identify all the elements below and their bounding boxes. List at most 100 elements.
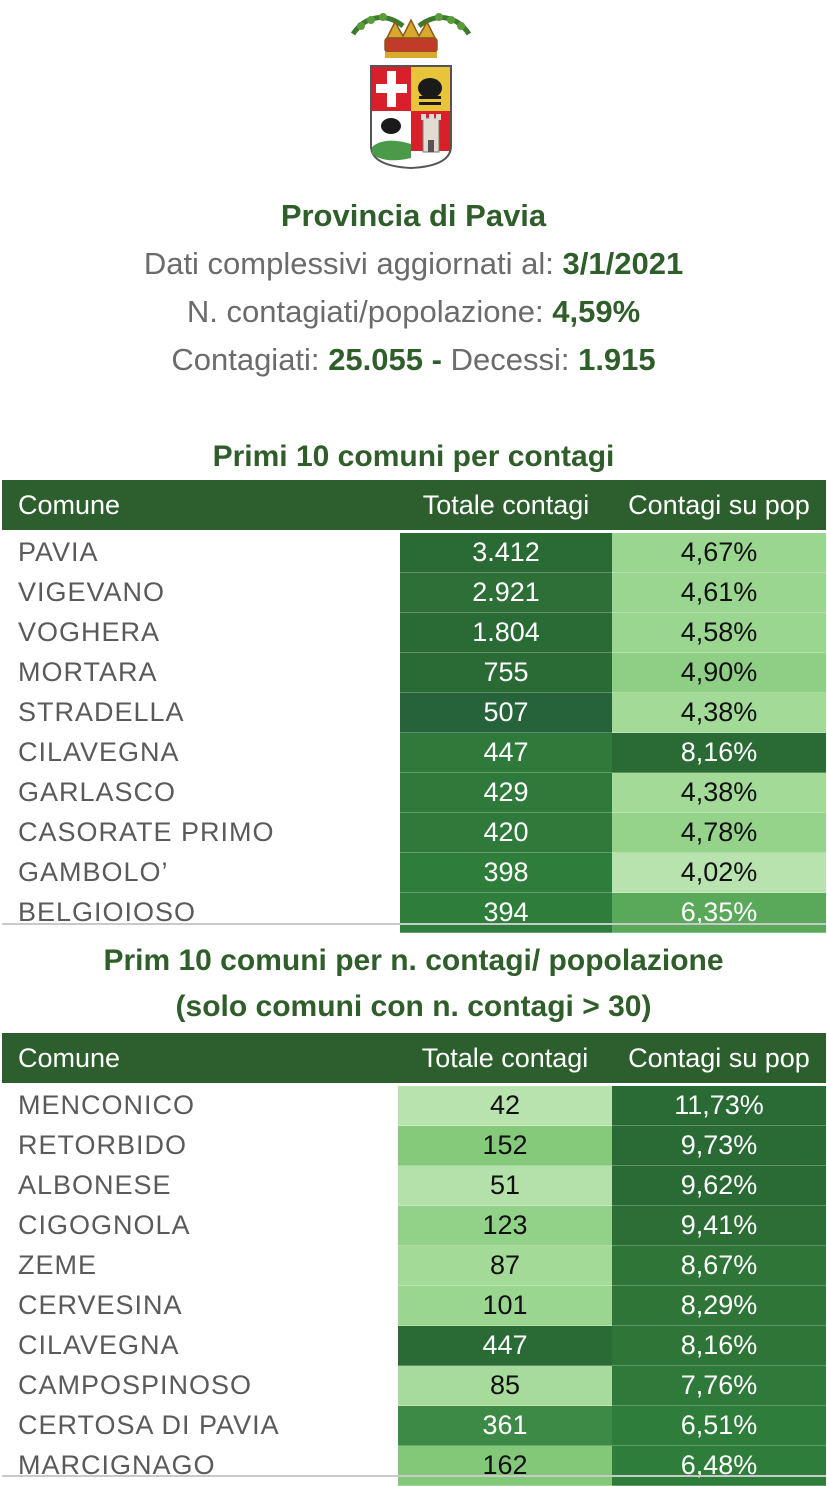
contagi-su-pop-cell: 6,48%: [612, 1445, 826, 1486]
totale-contagi-cell: 394: [400, 892, 612, 933]
totale-contagi-cell: 85: [398, 1365, 612, 1406]
column-header-comune[interactable]: Comune: [2, 1033, 398, 1083]
totale-contagi-cell: 447: [400, 732, 612, 773]
province-title: Provincia di Pavia: [280, 198, 547, 233]
contagi-su-pop-cell: 4,67%: [612, 533, 826, 573]
totale-contagi-cell: 101: [398, 1285, 612, 1326]
contagi-su-pop-cell: 8,16%: [612, 732, 826, 773]
totale-contagi-cell: 398: [400, 852, 612, 893]
comune-cell: CILAVEGNA: [2, 732, 400, 773]
shield-icon: [370, 65, 452, 170]
comune-cell: ALBONESE: [2, 1165, 398, 1206]
totale-contagi-cell: 152: [398, 1125, 612, 1166]
contagi-su-pop-cell: 9,62%: [612, 1165, 826, 1206]
totale-contagi-cell: 51: [398, 1165, 612, 1206]
column-header-contagi-su-pop[interactable]: Contagi su pop: [612, 480, 826, 530]
comune-cell: GAMBOLO’: [2, 852, 400, 893]
ratio-label: N. contagiati/popolazione:: [186, 294, 544, 329]
coat-of-arms-icon: [350, 13, 472, 170]
contagi-su-pop-cell: 4,38%: [612, 772, 826, 813]
table-row[interactable]: CERVESINA 101 8,29%: [2, 1285, 826, 1326]
comune-cell: CILAVEGNA: [2, 1325, 398, 1366]
updated-line: Dati complessivi aggiornati al: 3/1/2021: [0, 240, 827, 288]
table-row[interactable]: MARCIGNAGO 162 6,48%: [2, 1445, 826, 1486]
table-row[interactable]: PAVIA 3.412 4,67%: [2, 533, 826, 573]
top-ratio-table: Comune Totale contagi Contagi su pop MEN…: [2, 1033, 826, 1486]
totale-contagi-cell: 429: [400, 772, 612, 813]
column-header-totale-contagi[interactable]: Totale contagi: [400, 480, 612, 530]
table-row[interactable]: VOGHERA 1.804 4,58%: [2, 612, 826, 653]
totale-contagi-cell: 2.921: [400, 572, 612, 613]
table2-title-line1: Prim 10 comuni per n. contagi/ popolazio…: [103, 944, 724, 977]
table-row[interactable]: VIGEVANO 2.921 4,61%: [2, 572, 826, 613]
comune-cell: STRADELLA: [2, 692, 400, 733]
contagi-su-pop-cell: 9,73%: [612, 1125, 826, 1166]
totale-contagi-cell: 507: [400, 692, 612, 733]
table-row[interactable]: CIGOGNOLA 123 9,41%: [2, 1205, 826, 1246]
totale-contagi-cell: 3.412: [400, 533, 612, 573]
contagi-su-pop-cell: 8,16%: [612, 1325, 826, 1366]
summary-header: Provincia di Pavia Dati complessivi aggi…: [0, 192, 827, 384]
totale-contagi-cell: 87: [398, 1245, 612, 1286]
table-row[interactable]: CILAVEGNA 447 8,16%: [2, 1325, 826, 1366]
table1-divider: [2, 923, 826, 925]
table-row[interactable]: BELGIOIOSO 394 6,35%: [2, 892, 826, 933]
table2-title-line2: (solo comuni con n. contagi > 30): [175, 990, 652, 1023]
contagi-su-pop-cell: 4,90%: [612, 652, 826, 693]
top-infections-table: Comune Totale contagi Contagi su pop PAV…: [2, 480, 826, 933]
table-row[interactable]: STRADELLA 507 4,38%: [2, 692, 826, 733]
contagi-su-pop-cell: 4,38%: [612, 692, 826, 733]
comune-cell: CASORATE PRIMO: [2, 812, 400, 853]
contagi-su-pop-cell: 11,73%: [612, 1086, 826, 1126]
comune-cell: GARLASCO: [2, 772, 400, 813]
crown-wreath-icon: [350, 13, 472, 58]
contagi-su-pop-cell: 8,67%: [612, 1245, 826, 1286]
infected-value: 25.055 -: [328, 342, 442, 377]
column-header-contagi-su-pop[interactable]: Contagi su pop: [612, 1033, 826, 1083]
table-header-row: Comune Totale contagi Contagi su pop: [2, 480, 826, 530]
table-row[interactable]: CAMPOSPINOSO 85 7,76%: [2, 1365, 826, 1406]
table-row[interactable]: CILAVEGNA 447 8,16%: [2, 732, 826, 773]
totals-line: Contagiati: 25.055 - Decessi: 1.915: [0, 336, 827, 384]
table-row[interactable]: RETORBIDO 152 9,73%: [2, 1125, 826, 1166]
table-row[interactable]: MENCONICO 42 11,73%: [2, 1086, 826, 1126]
comune-cell: BELGIOIOSO: [2, 892, 400, 933]
comune-cell: MENCONICO: [2, 1086, 398, 1126]
comune-cell: CERTOSA DI PAVIA: [2, 1405, 398, 1446]
totale-contagi-cell: 162: [398, 1445, 612, 1486]
comune-cell: CIGOGNOLA: [2, 1205, 398, 1246]
table-row[interactable]: CASORATE PRIMO 420 4,78%: [2, 812, 826, 853]
table-row[interactable]: GAMBOLO’ 398 4,02%: [2, 852, 826, 893]
table-row[interactable]: MORTARA 755 4,90%: [2, 652, 826, 693]
column-header-comune[interactable]: Comune: [2, 480, 400, 530]
table-row[interactable]: CERTOSA DI PAVIA 361 6,51%: [2, 1405, 826, 1446]
table2-divider: [2, 1475, 826, 1477]
contagi-su-pop-cell: 4,78%: [612, 812, 826, 853]
comune-cell: CERVESINA: [2, 1285, 398, 1326]
comune-cell: VOGHERA: [2, 612, 400, 653]
table1-title: Primi 10 comuni per contagi: [212, 440, 615, 473]
column-header-totale-contagi[interactable]: Totale contagi: [398, 1033, 612, 1083]
contagi-su-pop-cell: 8,29%: [612, 1285, 826, 1326]
comune-cell: RETORBIDO: [2, 1125, 398, 1166]
contagi-su-pop-cell: 4,02%: [612, 852, 826, 893]
totale-contagi-cell: 123: [398, 1205, 612, 1246]
totale-contagi-cell: 1.804: [400, 612, 612, 653]
totale-contagi-cell: 361: [398, 1405, 612, 1446]
totale-contagi-cell: 755: [400, 652, 612, 693]
table-row[interactable]: ALBONESE 51 9,62%: [2, 1165, 826, 1206]
totale-contagi-cell: 420: [400, 812, 612, 853]
comune-cell: CAMPOSPINOSO: [2, 1365, 398, 1406]
contagi-su-pop-cell: 6,51%: [612, 1405, 826, 1446]
comune-cell: MORTARA: [2, 652, 400, 693]
ratio-value: 4,59%: [552, 294, 641, 329]
comune-cell: PAVIA: [2, 533, 400, 573]
table-row[interactable]: ZEME 87 8,67%: [2, 1245, 826, 1286]
comune-cell: MARCIGNAGO: [2, 1445, 398, 1486]
table-row[interactable]: GARLASCO 429 4,38%: [2, 772, 826, 813]
updated-label: Dati complessivi aggiornati al:: [143, 246, 554, 281]
totale-contagi-cell: 42: [398, 1086, 612, 1126]
deaths-value: 1.915: [578, 342, 656, 377]
contagi-su-pop-cell: 6,35%: [612, 892, 826, 933]
deaths-label: Decessi:: [450, 342, 570, 377]
